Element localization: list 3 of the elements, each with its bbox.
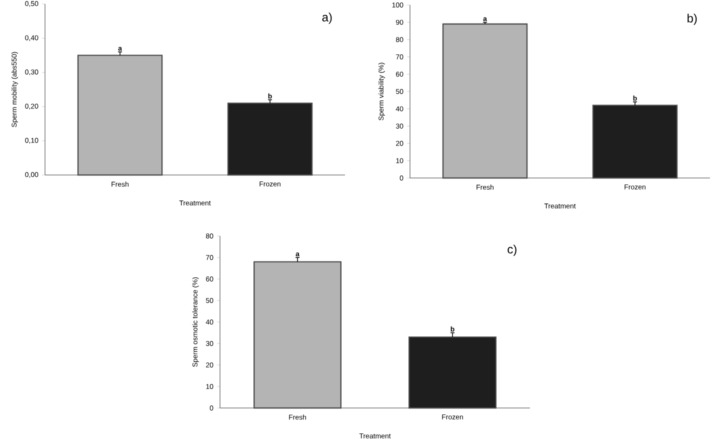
annotation: a) [322,12,332,24]
annotation: b) [688,14,697,25]
annotation: c) [508,244,516,256]
